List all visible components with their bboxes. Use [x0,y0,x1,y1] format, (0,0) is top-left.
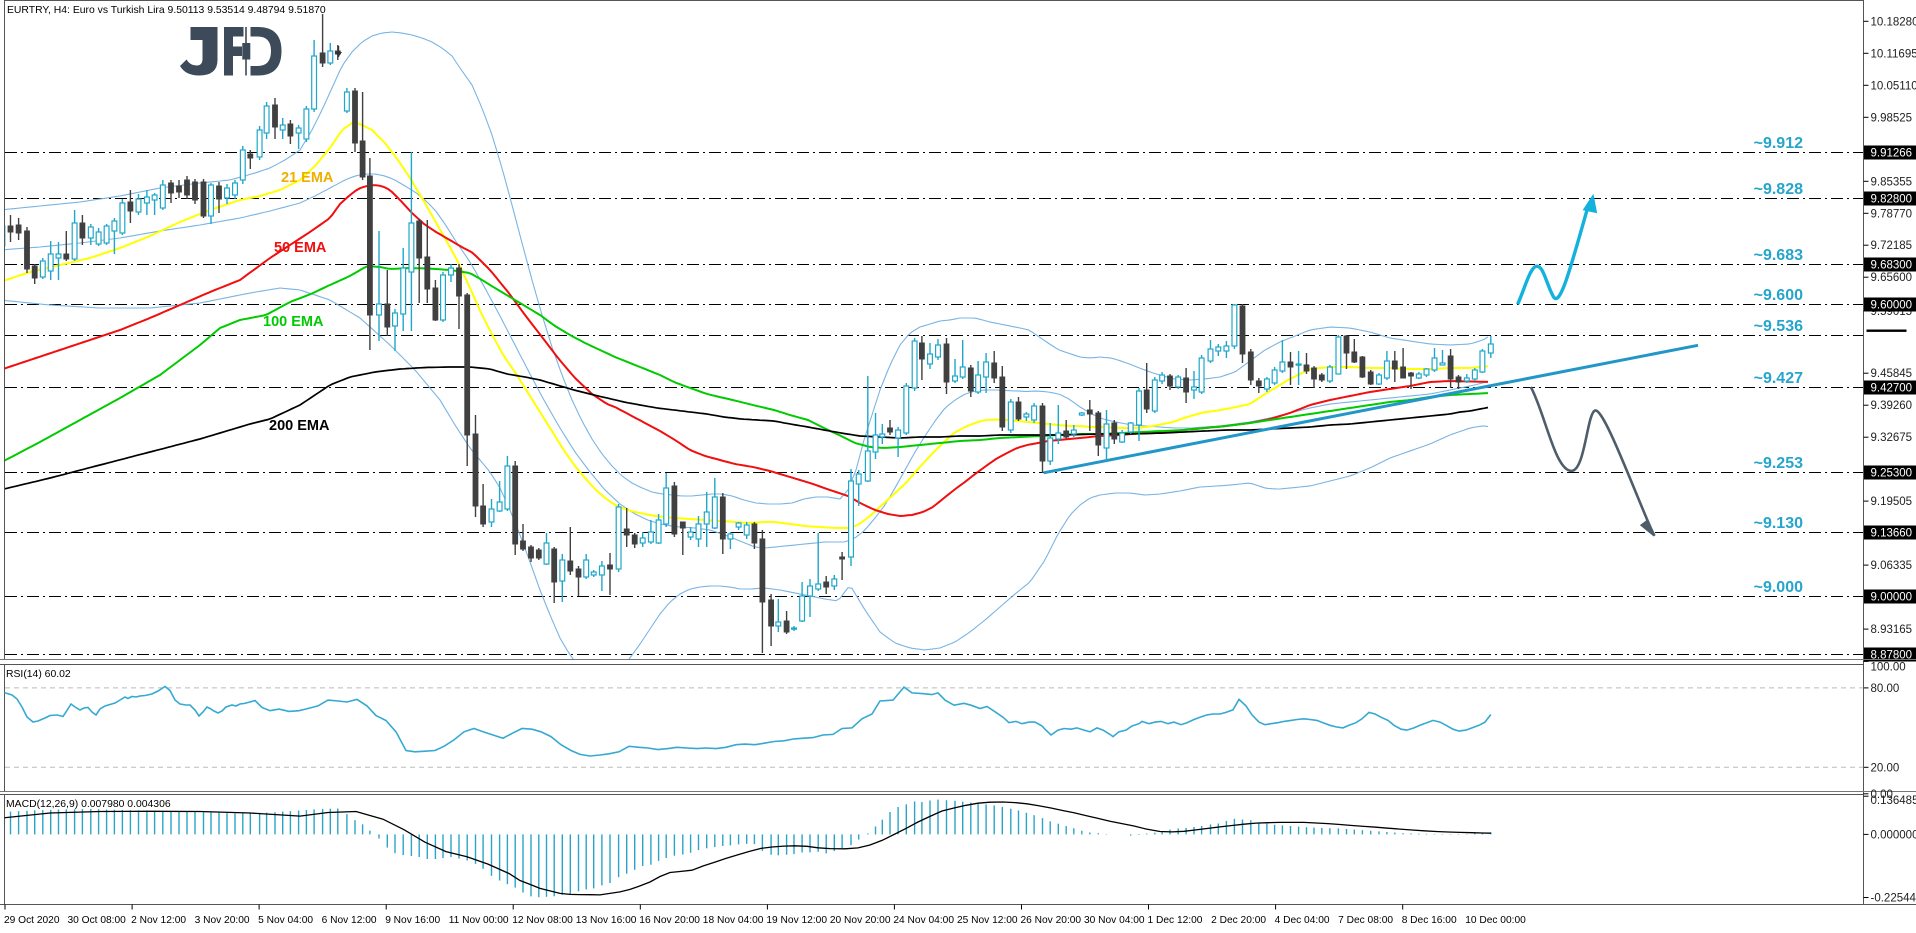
svg-text:9.42700: 9.42700 [1871,383,1913,395]
svg-text:MACD(12,26,9) 0.007980 0.00430: MACD(12,26,9) 0.007980 0.004306 [6,799,171,810]
svg-text:5 Nov 04:00: 5 Nov 04:00 [258,915,313,926]
svg-text:100 EMA: 100 EMA [263,314,324,330]
svg-text:8.93165: 8.93165 [1871,624,1913,636]
svg-text:10.18280: 10.18280 [1871,16,1916,28]
svg-text:9.72185: 9.72185 [1871,240,1913,252]
svg-text:26 Nov 20:00: 26 Nov 20:00 [1021,915,1082,926]
svg-text:~9.683: ~9.683 [1754,247,1803,264]
svg-text:10 Dec 00:00: 10 Dec 00:00 [1465,915,1526,926]
svg-text:9.65600: 9.65600 [1871,272,1913,284]
svg-text:0.136485: 0.136485 [1871,795,1916,807]
svg-text:9 Nov 16:00: 9 Nov 16:00 [385,915,440,926]
svg-text:0.000000: 0.000000 [1871,829,1916,841]
svg-text:4 Dec 04:00: 4 Dec 04:00 [1275,915,1330,926]
svg-text:11 Nov 00:00: 11 Nov 00:00 [449,915,509,926]
svg-text:9.39260: 9.39260 [1871,400,1913,412]
svg-text:9.13660: 9.13660 [1871,528,1913,540]
svg-text:10.11695: 10.11695 [1871,48,1916,60]
svg-text:9.25300: 9.25300 [1871,468,1913,480]
svg-text:9.68300: 9.68300 [1871,260,1913,272]
svg-text:18 Nov 04:00: 18 Nov 04:00 [703,915,764,926]
svg-text:9.00000: 9.00000 [1871,592,1913,604]
svg-text:~9.912: ~9.912 [1754,135,1803,152]
svg-text:9.85355: 9.85355 [1871,176,1913,188]
svg-text:9.82800: 9.82800 [1871,194,1913,206]
svg-text:29 Oct 2020: 29 Oct 2020 [4,915,60,926]
svg-text:20 Nov 20:00: 20 Nov 20:00 [830,915,891,926]
svg-text:20.00: 20.00 [1871,762,1900,774]
svg-text:2 Dec 20:00: 2 Dec 20:00 [1211,915,1266,926]
svg-text:12 Nov 08:00: 12 Nov 08:00 [512,915,573,926]
svg-text:RSI(14) 60.02: RSI(14) 60.02 [6,669,71,680]
svg-text:~9.130: ~9.130 [1754,515,1803,532]
svg-text:EURTRY, H4: Euro vs Turkish L: EURTRY, H4: Euro vs Turkish Lira 9.50113… [7,5,326,16]
svg-text:3 Nov 20:00: 3 Nov 20:00 [195,915,250,926]
svg-text:9.91266: 9.91266 [1871,148,1913,160]
svg-text:9.60000: 9.60000 [1871,300,1913,312]
svg-text:25 Nov 12:00: 25 Nov 12:00 [957,915,1018,926]
svg-text:-0.225448: -0.225448 [1871,893,1916,905]
svg-text:21 EMA: 21 EMA [281,170,334,186]
svg-text:30 Nov 04:00: 30 Nov 04:00 [1084,915,1145,926]
svg-text:19 Nov 12:00: 19 Nov 12:00 [766,915,827,926]
svg-text:30 Oct 08:00: 30 Oct 08:00 [68,915,127,926]
svg-text:1 Dec 12:00: 1 Dec 12:00 [1148,915,1203,926]
svg-text:24 Nov 04:00: 24 Nov 04:00 [893,915,954,926]
svg-text:6 Nov 12:00: 6 Nov 12:00 [322,915,377,926]
svg-text:9.78770: 9.78770 [1871,208,1913,220]
svg-text:80.00: 80.00 [1871,683,1900,695]
svg-text:50 EMA: 50 EMA [274,240,327,256]
svg-text:9.19505: 9.19505 [1871,496,1913,508]
svg-text:2 Nov 12:00: 2 Nov 12:00 [131,915,186,926]
svg-text:16 Nov 20:00: 16 Nov 20:00 [639,915,700,926]
svg-text:~9.828: ~9.828 [1754,181,1803,198]
svg-text:~9.253: ~9.253 [1754,455,1803,472]
svg-text:~9.536: ~9.536 [1754,318,1803,335]
svg-text:7 Dec 08:00: 7 Dec 08:00 [1338,915,1393,926]
svg-text:~9.600: ~9.600 [1754,287,1803,304]
svg-text:~9.427: ~9.427 [1754,370,1803,387]
svg-text:9.45845: 9.45845 [1871,368,1913,380]
svg-text:~9.000: ~9.000 [1754,579,1803,596]
svg-text:8 Dec 16:00: 8 Dec 16:00 [1402,915,1457,926]
svg-text:10.05110: 10.05110 [1871,80,1916,92]
svg-text:200 EMA: 200 EMA [269,418,330,434]
svg-text:9.32675: 9.32675 [1871,432,1913,444]
svg-text:100.00: 100.00 [1871,661,1906,673]
svg-text:9.98525: 9.98525 [1871,112,1913,124]
svg-text:13 Nov 16:00: 13 Nov 16:00 [576,915,637,926]
svg-text:9.06335: 9.06335 [1871,560,1913,572]
